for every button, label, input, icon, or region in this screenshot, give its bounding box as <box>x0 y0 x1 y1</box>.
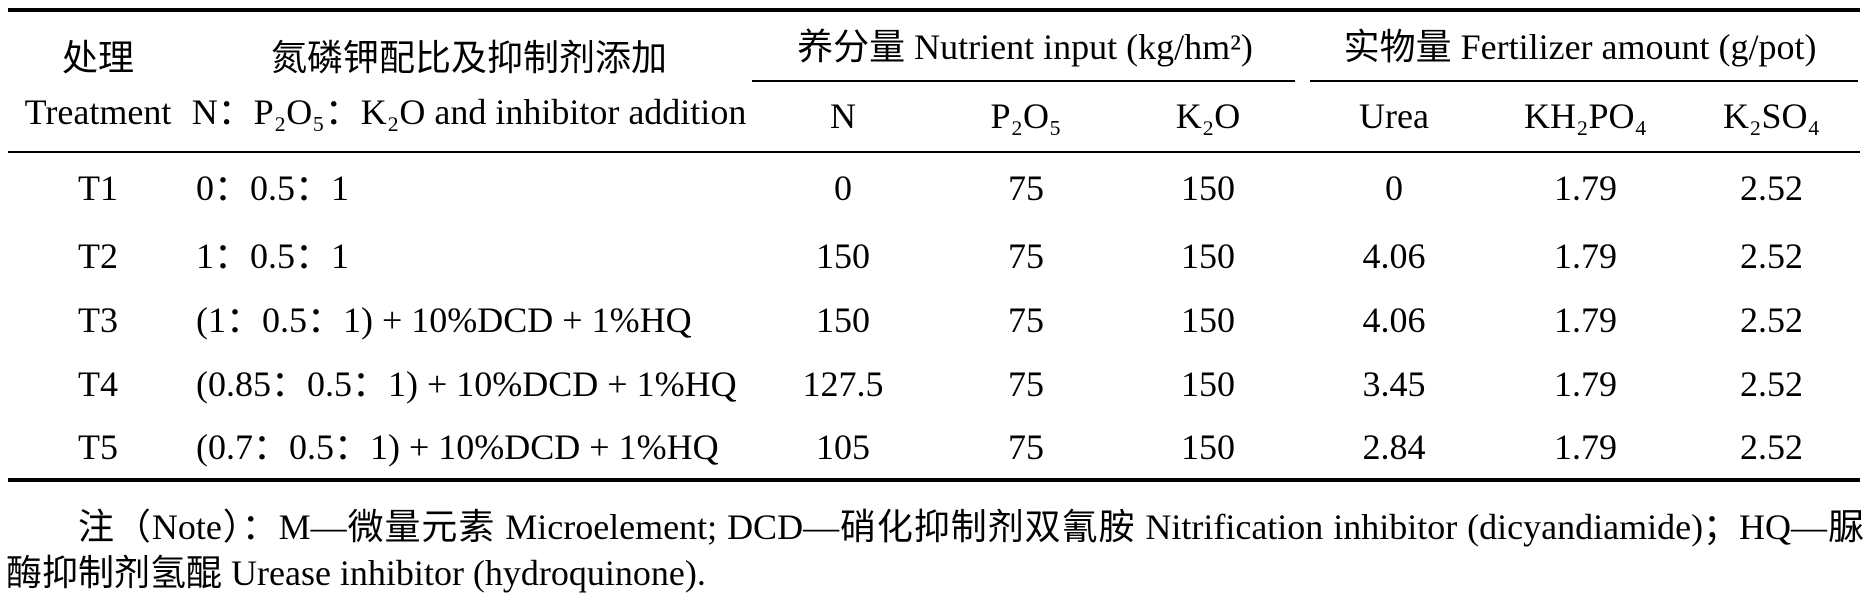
col-header-treatment: 处理 Treatment <box>8 10 188 153</box>
sub-header-k2o: K₂O <box>1116 82 1301 153</box>
cell-ratio: (0.85：0.5：1) + 10%DCD + 1%HQ <box>196 363 737 404</box>
cell-treatment: T4 <box>78 363 118 404</box>
col-header-treatment-en: Treatment <box>24 91 172 132</box>
table-row: T2 1：0.5：1 150 75 150 4.06 1.79 2.52 <box>8 224 1860 288</box>
cell-p2o5: 75 <box>1008 426 1044 467</box>
cell-kh2po4: 1.79 <box>1554 299 1618 340</box>
sub-header-p2o5: P₂O₅ <box>936 82 1116 153</box>
cell-n: 0 <box>834 168 852 208</box>
cell-treatment: T1 <box>78 168 118 208</box>
cell-p2o5: 75 <box>1008 168 1044 208</box>
sub-header-kh2po4: KH₂PO₄ <box>1488 82 1684 153</box>
cell-n: 150 <box>816 299 870 340</box>
cell-k2so4: 2.52 <box>1740 235 1804 276</box>
cell-kh2po4: 1.79 <box>1554 235 1618 276</box>
cell-k2so4: 2.52 <box>1740 363 1804 404</box>
cell-kh2po4: 1.79 <box>1554 168 1618 208</box>
cell-k2o: 150 <box>1181 426 1236 467</box>
cell-n: 150 <box>816 235 870 276</box>
cell-k2o: 150 <box>1181 168 1236 208</box>
cell-k2so4: 2.52 <box>1740 299 1804 340</box>
table-header: 处理 Treatment 氮磷钾配比及抑制剂添加 N：P₂O₅：K₂O and … <box>8 10 1861 153</box>
col-header-treatment-zh: 处理 <box>61 37 134 78</box>
table-row: T5 (0.7：0.5：1) + 10%DCD + 1%HQ 105 75 15… <box>8 416 1860 480</box>
cell-ratio: (1：0.5：1) + 10%DCD + 1%HQ <box>196 299 692 340</box>
cell-treatment: T3 <box>78 299 118 340</box>
sub-header-urea: Urea <box>1300 82 1489 153</box>
cell-urea: 3.45 <box>1362 363 1426 404</box>
table-row: T4 (0.85：0.5：1) + 10%DCD + 1%HQ 127.5 75… <box>8 352 1860 416</box>
group-header-nutrient-input: 养分量 Nutrient input (kg/hm²) <box>750 10 1300 82</box>
cell-urea: 2.84 <box>1362 426 1426 467</box>
table-body: T1 0：0.5：1 0 75 150 0 1.79 2.52 T2 1：0.5… <box>8 152 1860 480</box>
cell-p2o5: 75 <box>1008 299 1044 340</box>
cell-urea: 4.06 <box>1362 235 1426 276</box>
col-header-ratio-zh: 氮磷钾配比及抑制剂添加 <box>270 37 667 78</box>
cell-n: 127.5 <box>802 363 884 404</box>
cell-p2o5: 75 <box>1008 235 1044 276</box>
table-note: 注（Note）：M—微量元素 Microelement; DCD—硝化抑制剂双氰… <box>6 507 1864 593</box>
cell-k2o: 150 <box>1181 363 1236 404</box>
sub-header-n: N <box>750 82 936 153</box>
cell-k2o: 150 <box>1181 299 1236 340</box>
cell-treatment: T5 <box>78 426 118 467</box>
col-header-ratio: 氮磷钾配比及抑制剂添加 N：P₂O₅：K₂O and inhibitor add… <box>188 10 750 153</box>
cell-ratio: 1：0.5：1 <box>196 235 350 276</box>
cell-urea: 4.06 <box>1362 299 1426 340</box>
cell-ratio: (0.7：0.5：1) + 10%DCD + 1%HQ <box>196 426 719 467</box>
cell-p2o5: 75 <box>1008 363 1044 404</box>
cell-k2so4: 2.52 <box>1740 168 1804 208</box>
table-row: T3 (1：0.5：1) + 10%DCD + 1%HQ 150 75 150 … <box>8 288 1860 352</box>
cell-n: 105 <box>816 426 870 467</box>
table-row: T1 0：0.5：1 0 75 150 0 1.79 2.52 <box>8 152 1860 224</box>
fertilizer-treatment-table: 处理 Treatment 氮磷钾配比及抑制剂添加 N：P₂O₅：K₂O and … <box>8 8 1861 482</box>
sub-header-k2so4: K₂SO₄ <box>1683 82 1861 153</box>
cell-k2so4: 2.52 <box>1740 426 1804 467</box>
col-header-ratio-en: N：P₂O₅：K₂O and inhibitor addition <box>191 91 747 132</box>
cell-k2o: 150 <box>1181 235 1236 276</box>
cell-ratio: 0：0.5：1 <box>196 168 350 208</box>
cell-kh2po4: 1.79 <box>1554 426 1618 467</box>
cell-kh2po4: 1.79 <box>1554 363 1618 404</box>
cell-urea: 0 <box>1385 168 1404 208</box>
cell-treatment: T2 <box>78 235 118 276</box>
group-header-fertilizer-amount: 实物量 Fertilizer amount (g/pot) <box>1300 10 1860 82</box>
